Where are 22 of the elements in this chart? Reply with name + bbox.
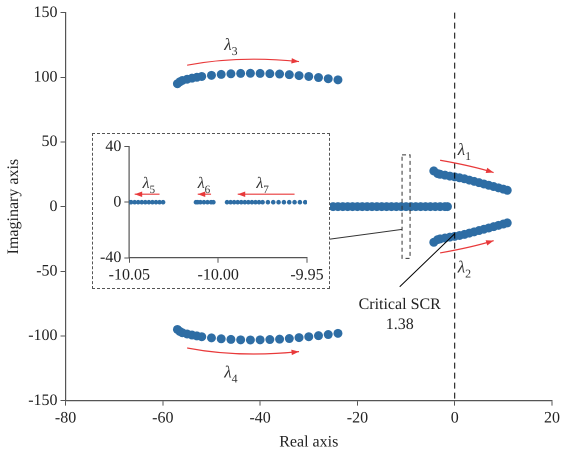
y-tick-label: 40 xyxy=(105,138,122,155)
x-tick-label: 20 xyxy=(544,409,560,426)
y-tick-label: 150 xyxy=(34,4,58,21)
x-tick-label: -10.00 xyxy=(198,266,239,284)
x-tick-label: -10.05 xyxy=(108,266,150,284)
y-tick-label: 0 xyxy=(50,198,58,215)
y-tick-label: -150 xyxy=(28,392,58,409)
annotation: Critical SCR 1.38 xyxy=(358,296,442,333)
x-tick-label: 0 xyxy=(450,409,459,426)
y-tick-label: 50 xyxy=(42,133,58,150)
x-tick-label: -80 xyxy=(54,409,76,426)
x-axis-title: Real axis xyxy=(279,434,338,451)
x-tick-label: -20 xyxy=(346,409,368,426)
y-axis-title: Imaginary axis xyxy=(4,158,22,254)
y-tick-label: -40 xyxy=(100,249,122,266)
y-tick-label: -50 xyxy=(36,262,58,280)
x-tick-label: -60 xyxy=(152,409,174,426)
y-tick-label: 100 xyxy=(34,68,58,86)
y-tick-label: 0 xyxy=(113,193,122,210)
x-tick-label: -9.95 xyxy=(290,266,324,284)
y-tick-label: -100 xyxy=(28,327,58,344)
x-tick-label: -40 xyxy=(249,409,271,426)
